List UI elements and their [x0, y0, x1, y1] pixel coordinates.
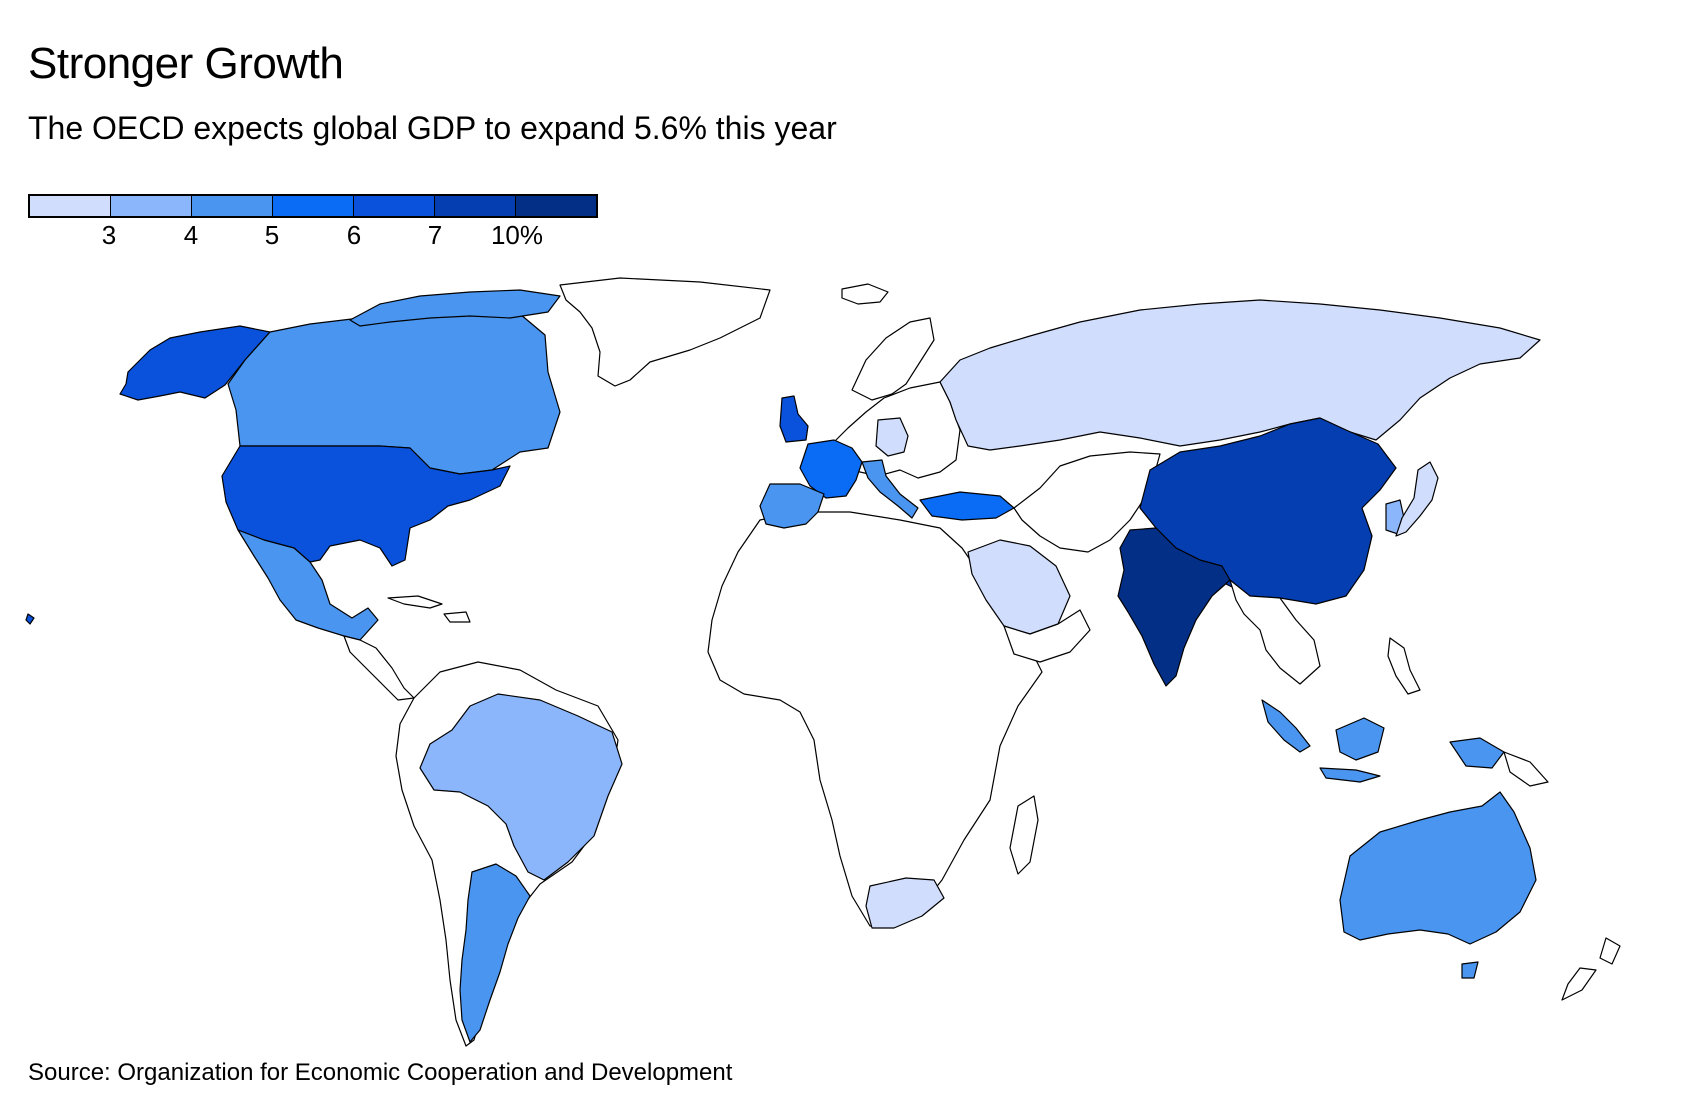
region-united-kingdom: [779, 395, 809, 443]
region-yemen-oman: [1003, 609, 1091, 663]
region-greenland: [559, 277, 771, 387]
region-indonesia-papua: [1449, 737, 1505, 769]
region-cuba: [387, 595, 443, 609]
legend-ticks: 3 4 5 6 7 10%: [28, 218, 598, 252]
region-alaska: [119, 325, 271, 401]
legend-swatch-7: [516, 196, 596, 216]
region-argentina: [459, 863, 531, 1043]
region-france: [799, 439, 863, 499]
region-indonesia-borneo: [1335, 717, 1385, 761]
region-spain: [759, 483, 825, 529]
region-tasmania: [1461, 961, 1479, 979]
legend-swatch-2: [111, 196, 192, 216]
legend-swatch-3: [192, 196, 273, 216]
legend-tick-label: 5: [264, 220, 280, 250]
legend-swatch-4: [273, 196, 354, 216]
legend-tick-label: 4: [183, 220, 199, 250]
chart-title: Stronger Growth: [28, 39, 344, 88]
region-papua-new-guinea: [1503, 751, 1549, 787]
region-turkey: [919, 491, 1015, 521]
source-note: Source: Organization for Economic Cooper…: [28, 1059, 733, 1086]
region-hawaii: [25, 613, 35, 625]
region-indonesia-java: [1319, 767, 1381, 783]
region-philippines: [1387, 637, 1421, 695]
region-brazil: [419, 693, 623, 881]
legend-tick-label: 7: [427, 220, 443, 250]
region-germany: [875, 417, 909, 457]
legend-tick-label: 6: [346, 220, 362, 250]
legend-tick-label: 10%: [490, 220, 544, 250]
legend-swatch-1: [30, 196, 111, 216]
legend-swatch-5: [354, 196, 435, 216]
color-legend: 3 4 5 6 7 10%: [28, 194, 598, 252]
region-central-asia: [1013, 451, 1161, 553]
region-south-africa: [865, 877, 945, 929]
region-japan: [1395, 461, 1439, 537]
region-madagascar: [1009, 795, 1039, 875]
region-hispaniola: [443, 611, 471, 623]
chart-subtitle: The OECD expects global GDP to expand 5.…: [28, 110, 837, 146]
region-new-zealand: [1599, 937, 1621, 965]
region-indonesia: [1261, 699, 1311, 753]
region-new-zealand-south: [1561, 967, 1597, 1001]
region-scandinavia: [851, 317, 935, 401]
region-iceland: [841, 283, 889, 305]
world-map: [25, 277, 1621, 1047]
region-italy: [861, 459, 919, 519]
region-central-america: [343, 635, 415, 701]
region-russia: [939, 299, 1541, 451]
region-australia: [1339, 791, 1537, 945]
region-canada-islands: [349, 289, 561, 327]
region-southeast-asia: [1229, 579, 1321, 685]
legend-swatch-6: [435, 196, 516, 216]
legend-bar: [28, 194, 598, 218]
legend-tick-label: 3: [101, 220, 117, 250]
region-mexico: [237, 529, 379, 641]
region-india: [1117, 527, 1231, 687]
